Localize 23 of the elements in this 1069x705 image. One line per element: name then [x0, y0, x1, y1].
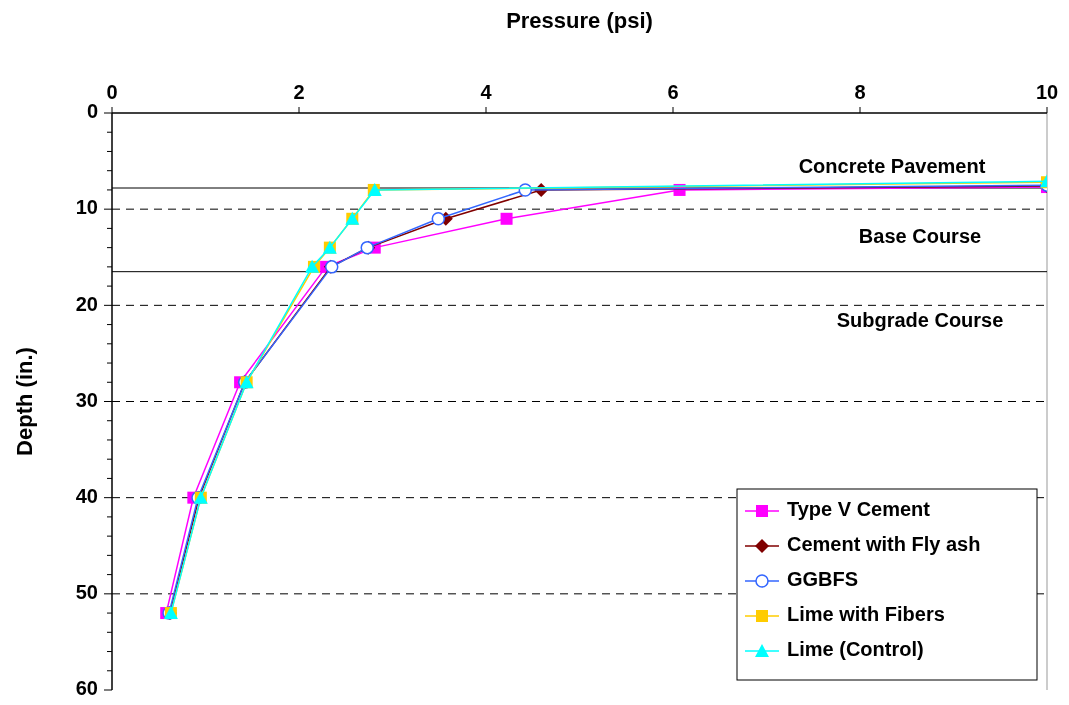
y-tick-label: 60 [75, 677, 98, 700]
x-tick-label: 2 [293, 81, 305, 103]
x-axis-title: Pressure (psi) [506, 8, 653, 33]
annotation: Concrete Pavement [798, 155, 986, 178]
y-tick-label: 30 [75, 388, 98, 411]
y-tick-label: 40 [75, 484, 98, 507]
y-axis-title: Depth (in.) [12, 347, 37, 456]
x-tick-label: 6 [667, 81, 679, 103]
annotation: Subgrade Course [836, 308, 1004, 331]
y-tick-label: 0 [86, 100, 98, 123]
legend-label: GGBFS [787, 568, 859, 591]
y-tick-label: 20 [75, 292, 98, 315]
legend-label: Lime (Control) [787, 638, 924, 661]
legend-label: Cement with Fly ash [787, 533, 981, 556]
x-tick-label: 0 [106, 81, 118, 103]
y-tick-label: 10 [75, 196, 98, 219]
x-tick-label: 8 [854, 81, 866, 103]
x-tick-label: 10 [1035, 81, 1059, 103]
legend-label: Type V Cement [787, 498, 931, 521]
y-tick-label: 50 [75, 581, 98, 604]
annotation: Base Course [858, 225, 982, 248]
legend-label: Lime with Fibers [787, 603, 945, 626]
x-tick-label: 4 [480, 81, 493, 103]
